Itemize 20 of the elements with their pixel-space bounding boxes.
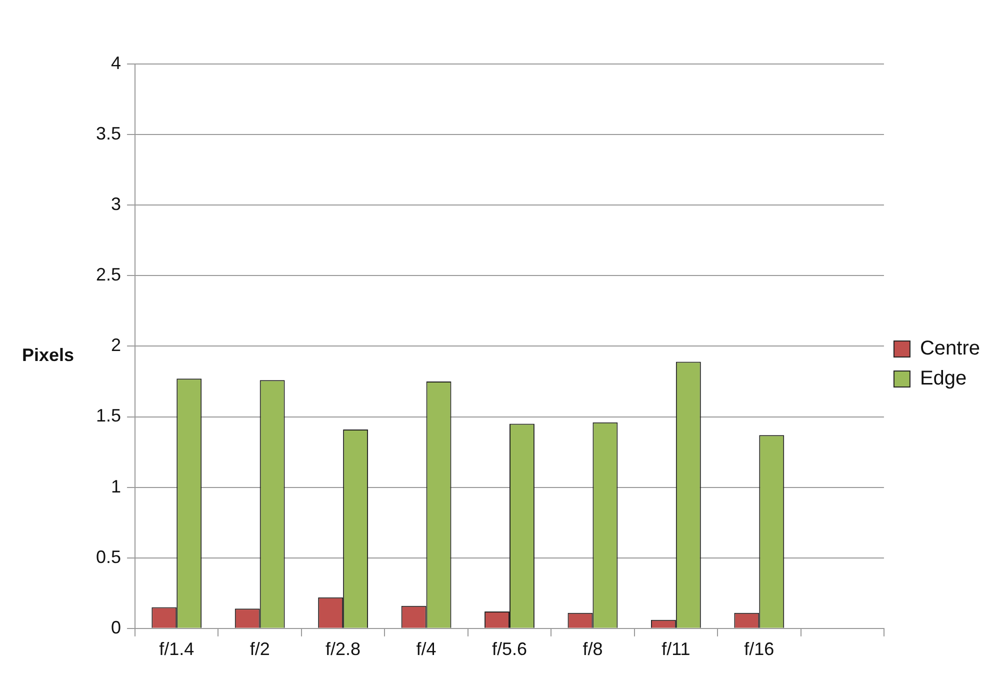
legend-label: Centre: [920, 338, 980, 360]
y-tick-label: 0: [111, 617, 122, 638]
y-tick-label: 3.5: [96, 124, 122, 144]
y-tick-label: 1.5: [96, 406, 122, 426]
y-tick-label: 1: [111, 476, 122, 496]
y-tick-label: 0.5: [96, 546, 122, 567]
x-tick-label: f/1.4: [159, 639, 194, 660]
x-tick-label: f/4: [416, 639, 436, 660]
y-axis-title: Pixels: [22, 345, 74, 366]
y-tick-label: 4: [111, 52, 122, 73]
x-tick-label: f/5.6: [492, 639, 528, 660]
y-tick-label: 2.5: [96, 264, 122, 285]
y-tick-label: 3: [111, 194, 122, 214]
x-tick-label: f/11: [662, 639, 690, 660]
x-tick-label: f/8: [582, 639, 603, 660]
y-tick-label: 2: [111, 335, 122, 356]
x-tick-label: f/2.8: [326, 639, 361, 660]
x-tick-label: f/2: [250, 639, 270, 660]
legend-label: Edge: [920, 368, 967, 390]
x-tick-label: f/16: [744, 639, 774, 660]
